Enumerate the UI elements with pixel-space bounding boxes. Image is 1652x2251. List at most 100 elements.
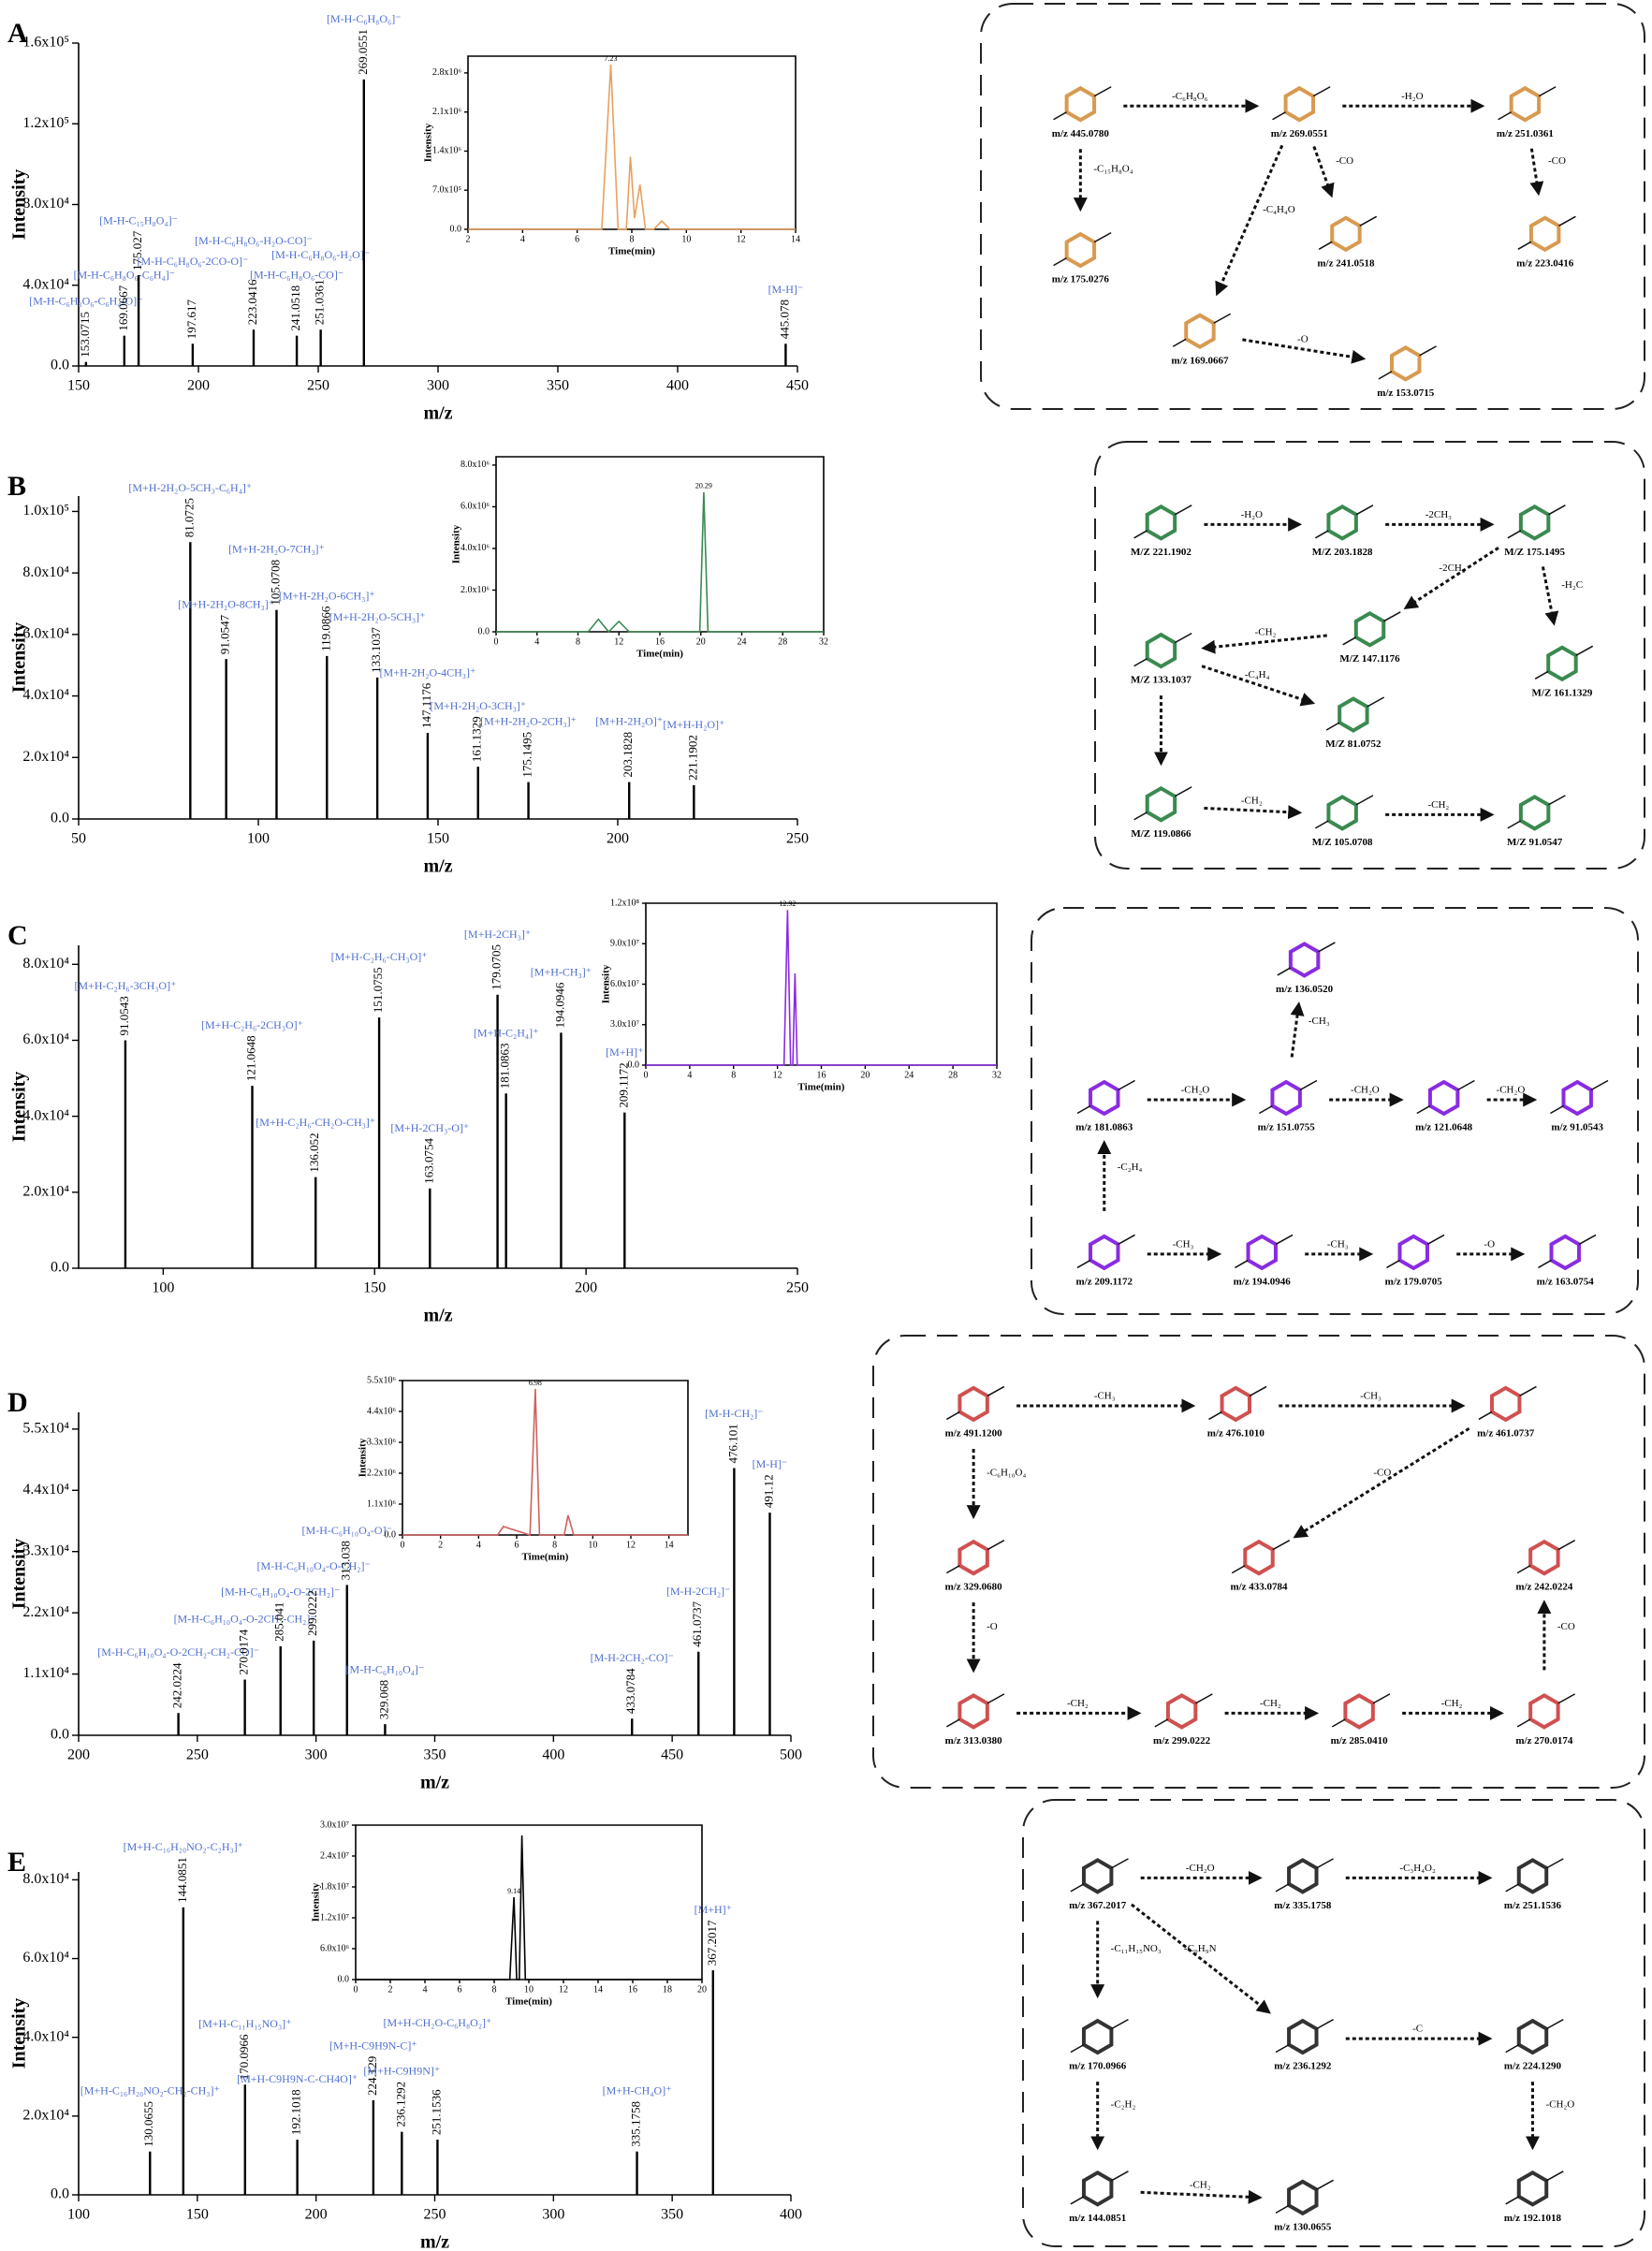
x-tick-label: 24: [904, 1070, 914, 1080]
x-tick-label: 250: [424, 2207, 446, 2223]
peak-label: 299.0222: [305, 1590, 319, 1636]
neutral-loss: -CO: [1548, 155, 1566, 167]
structure-bond: [1133, 786, 1192, 821]
x-tick-label: 20: [697, 1984, 707, 1995]
fragment-label: m/z 121.0648: [1415, 1122, 1473, 1133]
neutral-loss: -CH₂: [1241, 795, 1263, 806]
structure-bond: [1172, 313, 1232, 347]
x-tick-label: 32: [992, 1070, 1001, 1080]
peak-label: 367.2017: [705, 1920, 719, 1966]
structure-ring: [1427, 1079, 1460, 1117]
structure-ring: [1287, 2179, 1319, 2216]
peak-label: 445.078: [777, 300, 791, 339]
fragment-label: m/z 136.0520: [1276, 984, 1334, 995]
structure-ring: [1288, 942, 1321, 978]
peak-annotation: [M+H-C9H9N-C-CH4O]⁺: [237, 2072, 358, 2085]
fragment-label: m/z 179.0705: [1385, 1276, 1443, 1287]
y-tick-label: 0.0: [51, 358, 69, 373]
axis-frame: [645, 902, 998, 1066]
scheme-box: [980, 3, 1645, 410]
neutral-loss: -CH₂: [1067, 1698, 1089, 1709]
peak-label: 144.0851: [175, 1857, 189, 1903]
peak-label: 169.0667: [116, 285, 130, 330]
fragment-label: m/z 236.1292: [1274, 2061, 1332, 2072]
peak-annotation: [M+H-CH₄O]⁺: [603, 2084, 672, 2098]
peak-annotation: [M-H-C₆H₈O₆]⁻: [327, 12, 402, 25]
peak-label: 81.0725: [182, 498, 196, 537]
x-tick-label: 250: [186, 1747, 209, 1763]
fragment-label: m/z 269.0551: [1271, 128, 1328, 139]
structure-bond: [1133, 504, 1192, 539]
peak-annotation: [M-H-C₆H₈O₆-2CO-O]⁻: [137, 255, 248, 268]
structure-bond: [1331, 1693, 1391, 1728]
fragment-label: m/z 367.2017: [1069, 1900, 1127, 1911]
y-tick-label: 8.0x10⁴: [22, 196, 69, 212]
fragment-arrow: [1201, 634, 1327, 654]
peak-time-label: 7.23: [605, 54, 618, 63]
peak-label: 161.1329: [470, 716, 484, 762]
y-tick-label: 7.0x10⁵: [432, 185, 461, 196]
fragment-label: m/z 223.0416: [1516, 257, 1574, 269]
x-tick-label: 14: [593, 1984, 603, 1995]
peak-label: 136.052: [307, 1133, 321, 1172]
structure-ring: [1561, 1079, 1593, 1117]
peak-annotation: [M-H-C₆H₁₀O₄]⁻: [346, 1663, 425, 1676]
axis-frame: [78, 945, 797, 1269]
structure-ring: [1518, 504, 1551, 541]
peak-annotation: [M-H-C₆H₈O₆-C₆H₄]⁻: [74, 269, 176, 282]
structure-bond: [1342, 611, 1401, 646]
fragment-label: m/z 270.0174: [1515, 1735, 1573, 1747]
structure-bond: [1258, 1079, 1318, 1115]
fragment-label: m/z 209.1172: [1076, 1276, 1133, 1287]
structure-bond: [1505, 1858, 1564, 1893]
structure-bond: [1416, 1079, 1475, 1115]
x-tick-label: 250: [786, 1280, 809, 1296]
fragment-label: m/z 242.0224: [1515, 1582, 1573, 1593]
structure-ring: [1528, 1693, 1560, 1730]
x-tick-label: 200: [67, 1747, 90, 1763]
y-tick-label: 6.0x10⁴: [22, 1031, 69, 1047]
peak-label: 476.101: [725, 1424, 739, 1463]
structure-bond: [1076, 1234, 1135, 1269]
peak-annotation: [M-H]⁻: [753, 1457, 788, 1470]
y-tick-label: 1.2x10⁵: [22, 115, 69, 131]
y-tick-label: 8.0x10⁴: [22, 1871, 69, 1887]
peak-label: 236.1292: [393, 2082, 407, 2127]
peak-label: 251.1536: [429, 2089, 443, 2135]
x-axis-title: Time(min): [505, 1996, 552, 2008]
peak-annotation: [M+H-C₂H₆-CH₂O-CH₃]⁺: [256, 1116, 375, 1129]
peak-annotation: [M+H-2H₂O-4CH₃]⁺: [380, 665, 476, 679]
y-tick-label: 0.0: [51, 2186, 69, 2202]
panel-letter: D: [7, 1387, 28, 1418]
x-tick-label: 350: [424, 1747, 446, 1763]
neutral-loss: -C₉H₉N: [1184, 1943, 1217, 1954]
peak-label: 175.1495: [520, 732, 534, 778]
scheme-box: [1031, 907, 1639, 1315]
peak-label: 251.0361: [313, 279, 327, 325]
panel-letter: E: [7, 1847, 26, 1878]
neutral-loss: -CH₂: [1190, 2180, 1211, 2191]
peak-label: 147.1176: [419, 682, 433, 728]
fragment-arrow: [1204, 805, 1303, 820]
fragment-label: m/z 144.0851: [1069, 2213, 1126, 2224]
neutral-loss: -CH₂: [1427, 799, 1449, 811]
peak-annotation: [M+H-C₂H₆-3CH₃O]⁺: [74, 979, 176, 992]
x-axis-title: m/z: [420, 2232, 449, 2251]
peak-annotation: [M-H-C₆H₁₀O₄-O-2CH₂-CH₂]⁻: [174, 1613, 316, 1626]
structure-ring: [1081, 2018, 1114, 2055]
peak-annotation: [M+H]⁺: [694, 1903, 732, 1916]
structure-bond: [1133, 632, 1192, 667]
x-tick-label: 100: [67, 2207, 90, 2223]
y-tick-label: 3.0x10⁷: [320, 1820, 350, 1830]
x-tick-label: 4: [476, 1540, 481, 1550]
fragment-label: M/Z 91.0547: [1507, 837, 1563, 848]
x-axis-title: Time(min): [608, 246, 655, 257]
x-tick-label: 100: [247, 831, 270, 847]
fragment-label: M/Z 133.1037: [1131, 675, 1191, 686]
x-tick-label: 350: [661, 2207, 683, 2223]
peak-label: 91.0543: [117, 996, 131, 1035]
peak-annotation: [M+H-C₂H₄]⁺: [474, 1026, 538, 1039]
x-tick-label: 150: [427, 831, 449, 847]
y-axis-title: Intensity: [311, 1882, 322, 1922]
